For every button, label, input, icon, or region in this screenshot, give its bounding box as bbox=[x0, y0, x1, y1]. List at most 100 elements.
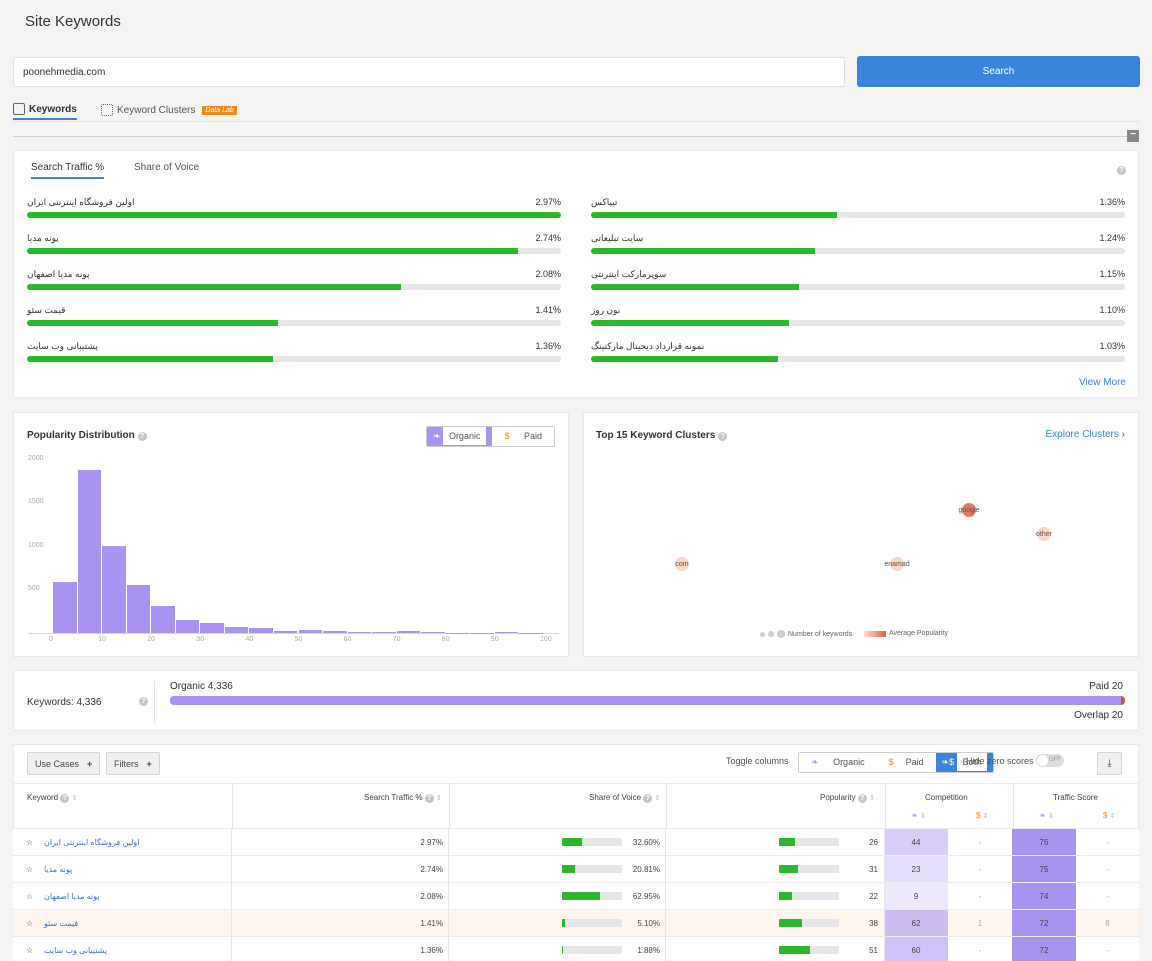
traffic-keyword-pct: 1.15% bbox=[1099, 269, 1125, 279]
traffic-bar bbox=[591, 356, 1125, 362]
keyword-link[interactable]: اولین فروشگاه اینترنتی ایران bbox=[44, 837, 140, 847]
cluster-bubble-other[interactable]: other bbox=[1036, 527, 1052, 541]
histogram-bar[interactable] bbox=[347, 631, 373, 633]
star-icon[interactable]: ☆ bbox=[26, 864, 34, 874]
histogram-bar[interactable] bbox=[494, 631, 520, 633]
traffic-keyword-name[interactable]: نمونه قرارداد دیجیتال مارکتینگ bbox=[591, 341, 705, 351]
histogram-bar[interactable] bbox=[200, 623, 225, 633]
hide-zero-switch[interactable]: OFF bbox=[1036, 754, 1064, 767]
sort-icon[interactable]: ⇕ bbox=[436, 795, 442, 802]
competition-organic: 44 bbox=[884, 829, 948, 855]
histogram-bar[interactable] bbox=[102, 545, 127, 633]
traffic-keyword-name[interactable]: سایت تبلیغاتی bbox=[591, 233, 644, 243]
columns-paid-button[interactable]: $ Paid bbox=[876, 753, 936, 772]
x-tick-label: 20 bbox=[147, 636, 155, 643]
sort-icon[interactable]: ⇕ bbox=[71, 795, 78, 802]
help-icon[interactable]: ? bbox=[718, 432, 728, 441]
traffic-keyword-row: نمونه قرارداد دیجیتال مارکتینگ 1.03% bbox=[591, 341, 1125, 365]
competition-paid: - bbox=[978, 891, 982, 901]
histogram-bar[interactable] bbox=[53, 581, 78, 633]
histogram-bar[interactable] bbox=[273, 630, 299, 633]
histogram-bar[interactable] bbox=[77, 470, 103, 633]
histogram-bar[interactable] bbox=[224, 626, 250, 633]
col-divider bbox=[665, 856, 666, 883]
domain-search-input[interactable] bbox=[13, 57, 845, 87]
traffic-keyword-pct: 1.24% bbox=[1099, 233, 1125, 243]
use-cases-button[interactable]: Use Cases + bbox=[27, 752, 101, 775]
filters-button[interactable]: Filters + bbox=[106, 752, 160, 775]
search-button[interactable]: Search bbox=[857, 56, 1140, 87]
traffic-keyword-name[interactable]: پشتیبانی وب سایت bbox=[27, 341, 98, 351]
help-icon[interactable]: ? bbox=[137, 432, 147, 441]
sort-icon[interactable]: ⇕ bbox=[654, 795, 661, 802]
view-more-link[interactable]: View More bbox=[1078, 377, 1126, 388]
organic-toggle-button[interactable]: ❧ Organic bbox=[426, 427, 493, 446]
competition-paid-sort[interactable]: $ ⇕ bbox=[976, 811, 989, 820]
keyword-link[interactable]: قیمت سئو bbox=[44, 918, 79, 928]
competition-organic-sort[interactable]: ❧ ⇕ bbox=[911, 811, 926, 820]
paid-toggle-button[interactable]: $ Paid bbox=[492, 427, 554, 446]
traffic-keyword-name[interactable]: سوپرمارکت اینترنتی bbox=[591, 269, 667, 279]
keyword-link[interactable]: پونه مدیا bbox=[44, 864, 73, 874]
histogram-bar[interactable] bbox=[126, 584, 152, 633]
histogram-bar[interactable] bbox=[396, 631, 422, 633]
tab-share-of-voice[interactable]: Share of Voice bbox=[134, 162, 200, 173]
keyword-link[interactable]: پونه مدیا اصفهان bbox=[44, 891, 100, 901]
histogram-bar[interactable] bbox=[249, 628, 274, 633]
star-icon[interactable]: ☆ bbox=[26, 918, 34, 928]
traffic-score-organic-sort[interactable]: ❧ ⇕ bbox=[1039, 811, 1054, 820]
col-divider bbox=[665, 910, 666, 937]
traffic-keyword-name[interactable]: پونه مدیا اصفهان bbox=[27, 269, 90, 279]
columns-organic-button[interactable]: ❧ Organic bbox=[799, 753, 877, 772]
traffic-bar-fill bbox=[27, 284, 401, 290]
histogram-bar[interactable] bbox=[175, 620, 201, 633]
popularity-bar bbox=[779, 883, 839, 909]
col-divider bbox=[884, 883, 885, 910]
histogram-bar[interactable] bbox=[421, 632, 446, 633]
help-icon[interactable]: ? bbox=[857, 794, 867, 803]
col-header-search-traffic[interactable]: Search Traffic % ? ⇕ bbox=[364, 793, 442, 803]
traffic-keyword-name[interactable]: اولین فروشگاه اینترنتی ایران bbox=[27, 197, 135, 207]
sort-icon[interactable]: ⇕ bbox=[869, 795, 875, 802]
legend-number-of-keywords: Number of keywords bbox=[760, 630, 852, 638]
cluster-bubble-enamad[interactable]: enamad bbox=[884, 557, 910, 571]
y-tick-label: 500 bbox=[28, 584, 40, 592]
col-header-share-of-voice[interactable]: Share of Voice ? ⇕ bbox=[589, 793, 661, 803]
section-separator bbox=[13, 136, 1128, 137]
histogram-bar[interactable] bbox=[151, 606, 176, 633]
star-icon[interactable]: ☆ bbox=[26, 837, 34, 847]
help-icon[interactable]: ? bbox=[139, 697, 148, 706]
download-icon[interactable]: ⤓ bbox=[1097, 752, 1122, 775]
histogram-bar[interactable] bbox=[372, 631, 397, 633]
help-icon[interactable]: ? bbox=[424, 794, 434, 803]
star-icon[interactable]: ☆ bbox=[26, 891, 34, 901]
sov-bar bbox=[562, 856, 622, 882]
traffic-score-paid-sort[interactable]: $ ⇕ bbox=[1103, 811, 1116, 820]
help-icon[interactable]: ? bbox=[1117, 166, 1126, 175]
traffic-keyword-name[interactable]: قیمت سئو bbox=[27, 305, 66, 315]
columns-both-button[interactable]: ❧$ Both bbox=[935, 753, 994, 772]
tab-keywords[interactable]: Keywords bbox=[13, 100, 77, 120]
col-header-popularity[interactable]: Popularity ? ⇕ bbox=[820, 793, 875, 803]
popularity-value: 31 bbox=[869, 864, 878, 874]
x-tick-label: 70 bbox=[392, 636, 401, 643]
cluster-bubble-google[interactable]: google bbox=[958, 503, 980, 517]
keyword-link[interactable]: پشتیبانی وب سایت bbox=[44, 945, 107, 955]
traffic-keyword-name[interactable]: نون روز bbox=[591, 305, 621, 315]
cluster-bubble-com[interactable]: com bbox=[675, 557, 689, 571]
explore-clusters-link[interactable]: Explore Clusters › bbox=[1045, 429, 1125, 440]
col-divider bbox=[665, 829, 666, 856]
traffic-keyword-name[interactable]: پونه مدیا bbox=[27, 233, 59, 243]
x-tick-label: 60 bbox=[343, 636, 352, 643]
histogram-bar[interactable] bbox=[323, 631, 348, 633]
tab-keyword-clusters[interactable]: Keyword Clusters Data Lab bbox=[101, 100, 237, 120]
traffic-keyword-name[interactable]: تیپاکس bbox=[591, 197, 618, 207]
help-icon[interactable]: ? bbox=[643, 794, 653, 803]
star-icon[interactable]: ☆ bbox=[26, 945, 34, 955]
traffic-bar-fill bbox=[591, 248, 816, 254]
col-header-keyword[interactable]: Keyword ? ⇕ bbox=[27, 793, 78, 803]
help-icon[interactable]: ? bbox=[60, 794, 70, 803]
tab-search-traffic[interactable]: Search Traffic % bbox=[31, 162, 105, 179]
histogram-bar[interactable] bbox=[298, 629, 324, 633]
collapse-button[interactable]: − bbox=[1127, 130, 1139, 142]
